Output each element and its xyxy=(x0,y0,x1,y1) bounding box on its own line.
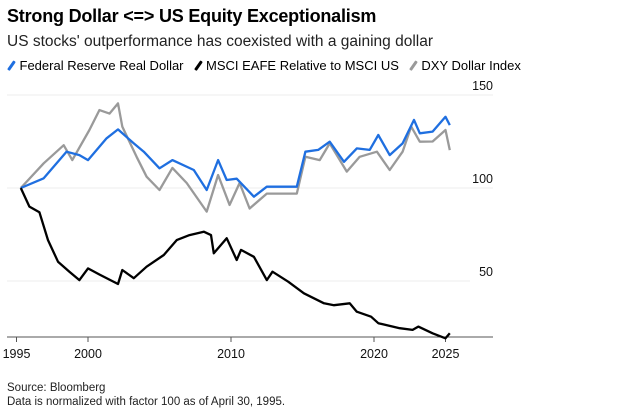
y-tick-label: 150 xyxy=(472,79,493,93)
legend: Federal Reserve Real Dollar MSCI EAFE Re… xyxy=(7,58,521,73)
series-line-msci-eafe-relative-to-msci-us xyxy=(19,187,451,340)
chart-subtitle: US stocks' outperformance has coexisted … xyxy=(7,33,433,50)
legend-label: DXY Dollar Index xyxy=(421,58,521,73)
legend-label: MSCI EAFE Relative to MSCI US xyxy=(206,58,399,73)
y-tick-label: 100 xyxy=(472,172,493,186)
x-tick-label: 2010 xyxy=(217,347,245,361)
x-tick-label: 2025 xyxy=(432,347,460,361)
x-tick-label: 2020 xyxy=(360,347,388,361)
legend-item-fed: Federal Reserve Real Dollar xyxy=(7,58,184,73)
x-tick-label: 1995 xyxy=(3,347,31,361)
normalization-note: Data is normalized with factor 100 as of… xyxy=(7,396,286,408)
series-line-federal-reserve-real-dollar xyxy=(20,115,451,198)
source-note: Source: Bloomberg xyxy=(7,382,106,394)
x-tick-label: 2000 xyxy=(74,347,102,361)
legend-item-msci: MSCI EAFE Relative to MSCI US xyxy=(193,58,399,73)
legend-item-dxy: DXY Dollar Index xyxy=(408,58,521,73)
legend-label: Federal Reserve Real Dollar xyxy=(19,58,184,73)
y-tick-label: 50 xyxy=(479,265,493,279)
chart-title: Strong Dollar <=> US Equity Exceptionali… xyxy=(7,6,377,26)
